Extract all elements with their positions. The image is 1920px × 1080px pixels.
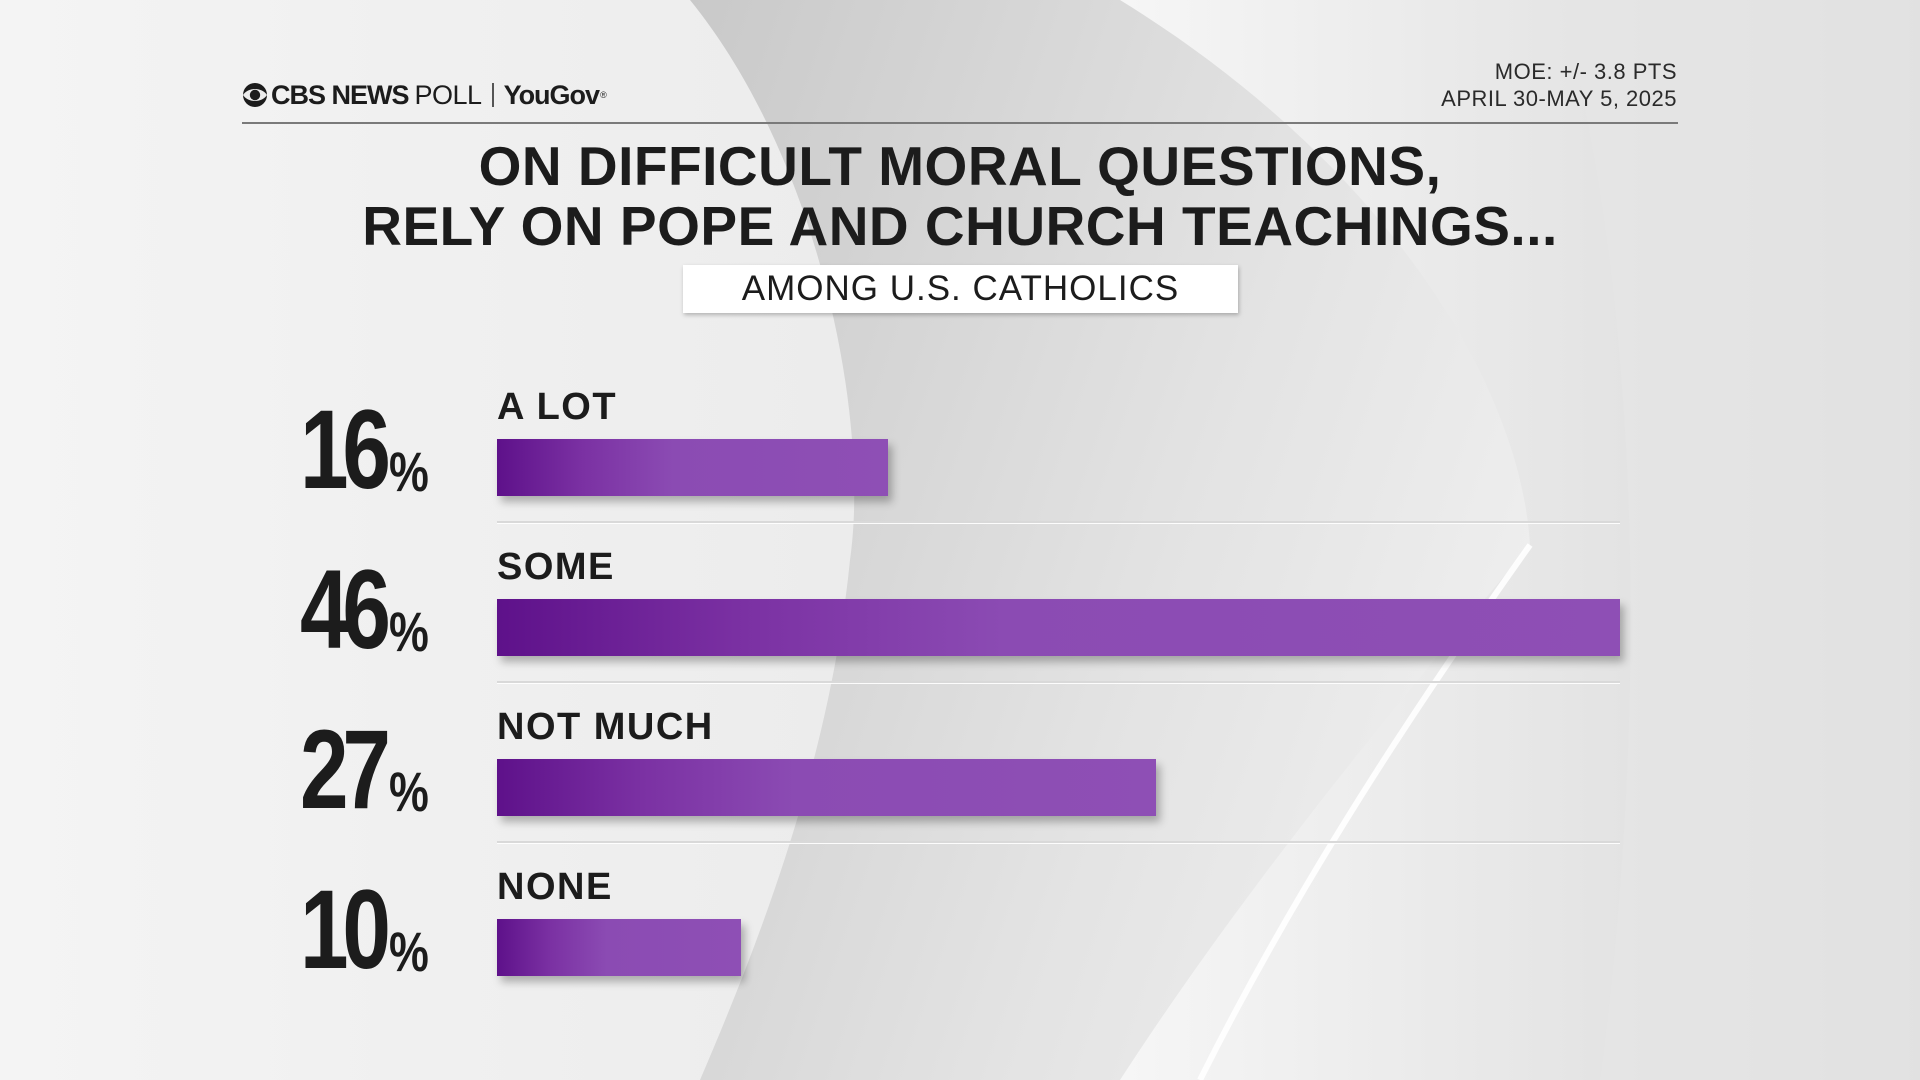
category-label: A LOT (497, 386, 618, 428)
margin-of-error: MOE: +/- 3.8 PTS (1494, 59, 1677, 84)
category-label: NOT MUCH (497, 706, 714, 748)
cbs-eye-icon (243, 83, 267, 107)
percent-number: 46 (300, 547, 391, 672)
subtitle-text: AMONG U.S. CATHOLICS (741, 269, 1180, 308)
bar-row: 16% A LOT (0, 386, 1920, 546)
poll-dates: APRIL 30-MAY 5, 2025 (1441, 86, 1677, 111)
bar-row: 46% SOME (0, 546, 1920, 706)
bar-some (497, 599, 1620, 656)
percent-sign: % (389, 760, 429, 823)
header-rule (242, 122, 1678, 124)
row-divider (497, 841, 1620, 843)
subtitle-badge: AMONG U.S. CATHOLICS (683, 265, 1238, 313)
poll-meta: MOE: +/- 3.8 PTS APRIL 30-MAY 5, 2025 (1441, 58, 1677, 112)
percent-number: 10 (300, 867, 391, 992)
bar-a-lot (497, 439, 888, 496)
percent-value: 46% (300, 550, 490, 670)
percent-number: 16 (300, 387, 391, 512)
bar-row: 27% NOT MUCH (0, 706, 1920, 866)
title-line-1: ON DIFFICULT MORAL QUESTIONS, (478, 135, 1442, 197)
percent-value: 10% (300, 870, 490, 990)
percent-sign: % (389, 920, 429, 983)
bar-row: 10% NONE (0, 866, 1920, 1026)
row-divider (497, 521, 1620, 523)
brand-yougov: YouGov (503, 79, 601, 110)
brand-poll: POLL (414, 79, 483, 110)
title-line-2: RELY ON POPE AND CHURCH TEACHINGS... (362, 195, 1558, 257)
percent-value: 16% (300, 390, 490, 510)
brand-separator (491, 83, 494, 107)
brand-cbs-news: CBS NEWS (271, 79, 410, 110)
category-label: NONE (497, 866, 613, 908)
chart-title: ON DIFFICULT MORAL QUESTIONS, RELY ON PO… (0, 136, 1920, 256)
percent-sign: % (389, 600, 429, 663)
percent-number: 27 (300, 707, 391, 832)
bar-none (497, 919, 741, 976)
brand-logo: CBS NEWS POLL YouGov ® (242, 78, 607, 112)
percent-value: 27% (300, 710, 490, 830)
category-label: SOME (497, 546, 615, 588)
brand-registered-mark: ® (600, 90, 607, 100)
bar-not-much (497, 759, 1156, 816)
percent-sign: % (389, 440, 429, 503)
row-divider (497, 681, 1620, 683)
